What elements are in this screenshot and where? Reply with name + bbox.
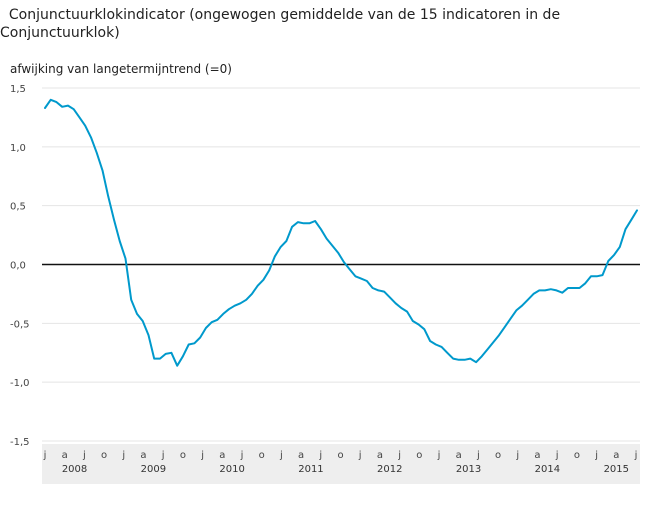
y-tick-label: 1,5 — [10, 84, 26, 95]
x-tick-label: j — [555, 450, 559, 461]
x-tick-label: j — [476, 450, 480, 461]
x-tick-label: a — [219, 450, 225, 461]
chart-title: Conjunctuurklokindicator (ongewogen gemi… — [0, 7, 561, 41]
year-label: 2008 — [62, 464, 87, 475]
x-tick-label: j — [358, 450, 362, 461]
y-tick-label: -1,0 — [10, 378, 30, 389]
x-tick-label: a — [62, 450, 68, 461]
x-tick-label: o — [101, 450, 107, 461]
y-axis-label: afwijking van langetermijntrend (=0) — [10, 62, 232, 76]
x-tick-label: j — [634, 450, 638, 461]
x-tick-label: a — [298, 450, 304, 461]
x-tick-label: j — [121, 450, 125, 461]
year-labels: 2008 2009 2010 2011 2012 2013 2014 2015 — [62, 464, 629, 475]
year-label: 2014 — [535, 464, 560, 475]
year-label: 2011 — [298, 464, 323, 475]
x-tick-label: o — [337, 450, 343, 461]
x-tick-label: a — [140, 450, 146, 461]
y-tick-labels: 1,5 1,0 0,5 0,0 -0,5 -1,0 -1,5 — [10, 84, 30, 448]
x-tick-label: j — [200, 450, 204, 461]
x-tick-label: j — [515, 450, 519, 461]
x-tick-label: a — [613, 450, 619, 461]
year-label: 2009 — [141, 464, 166, 475]
year-label: 2013 — [456, 464, 481, 475]
y-tick-label: 0,5 — [10, 202, 26, 213]
x-tick-label: j — [43, 450, 47, 461]
y-tick-label: 0,0 — [10, 261, 26, 272]
x-tick-label: j — [594, 450, 598, 461]
x-tick-label: j — [161, 450, 165, 461]
x-tick-label: j — [397, 450, 401, 461]
x-tick-label: a — [377, 450, 383, 461]
year-label: 2010 — [219, 464, 244, 475]
x-tick-label: j — [240, 450, 244, 461]
y-tick-label: -1,5 — [10, 437, 30, 448]
x-tick-label: j — [318, 450, 322, 461]
x-tick-label: j — [82, 450, 86, 461]
y-tick-label: -0,5 — [10, 319, 30, 330]
x-axis-band — [42, 444, 640, 484]
x-tick-label: o — [416, 450, 422, 461]
x-tick-label: j — [437, 450, 441, 461]
x-tick-label: o — [180, 450, 186, 461]
x-tick-label: o — [574, 450, 580, 461]
x-tick-label: o — [259, 450, 265, 461]
x-tick-label: a — [534, 450, 540, 461]
series-line — [44, 98, 638, 367]
x-tick-label: j — [279, 450, 283, 461]
x-tick-label: o — [495, 450, 501, 461]
x-tick-label: a — [456, 450, 462, 461]
year-label: 2012 — [377, 464, 402, 475]
y-tick-label: 1,0 — [10, 143, 26, 154]
year-label: 2015 — [604, 464, 629, 475]
